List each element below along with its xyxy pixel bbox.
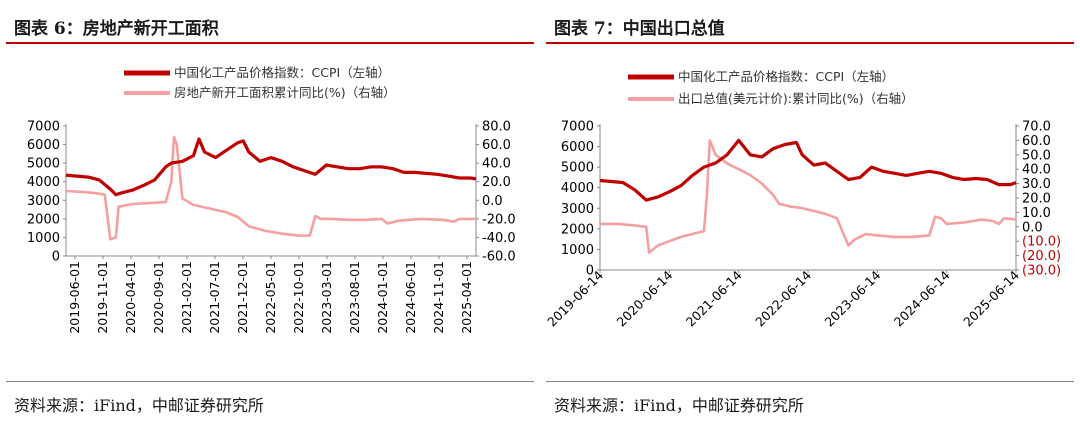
right-tick-label: 40.0 xyxy=(482,157,511,172)
left-tick-label: 5000 xyxy=(561,161,594,176)
source-note: 资料来源：iFind，中邮证券研究所 xyxy=(14,396,264,415)
left-tick-label: 1000 xyxy=(561,243,594,258)
source-note: 资料来源：iFind，中邮证券研究所 xyxy=(554,396,804,415)
left-tick-label: 7000 xyxy=(561,120,594,135)
x-tick-label: 2024-06-01 xyxy=(403,261,418,334)
right-tick-label: -20.0 xyxy=(482,212,516,227)
left-tick-label: 2000 xyxy=(561,222,594,237)
legend-label-1: 中国化工产品价格指数：CCPI（左轴） xyxy=(174,65,390,80)
right-tick-label: -60.0 xyxy=(482,250,516,265)
figure-title: 图表 7：中国出口总值 xyxy=(554,19,725,39)
right-tick-label: 10.0 xyxy=(1022,206,1051,221)
right-tick-label: 60.0 xyxy=(1022,134,1051,149)
left-tick-label: 4000 xyxy=(561,181,594,196)
x-tick-label: 2024-06-14 xyxy=(891,267,953,329)
right-tick-label: 80.0 xyxy=(482,120,511,135)
x-tick-label: 2019-11-01 xyxy=(95,261,110,334)
left-tick-label: 0 xyxy=(52,250,60,265)
x-tick-label: 2023-03-01 xyxy=(319,261,334,334)
x-tick-label: 2024-01-01 xyxy=(375,261,390,334)
right-tick-label: 20.0 xyxy=(1022,192,1051,207)
x-tick-label: 2020-09-01 xyxy=(151,261,166,334)
series-line-yoy xyxy=(65,135,476,241)
right-tick-label: 0.0 xyxy=(482,194,503,209)
left-tick-label: 1000 xyxy=(27,231,60,246)
legend-label-2: 出口总值(美元计价):累计同比(%)（右轴） xyxy=(678,91,914,106)
x-tick-label: 2023-08-01 xyxy=(347,261,362,334)
series-line-yoy xyxy=(600,139,1017,254)
left-tick-label: 7000 xyxy=(27,120,60,135)
x-tick-label: 2023-06-14 xyxy=(821,267,883,329)
right-tick-label: (20.0) xyxy=(1022,249,1061,264)
right-tick-label: 20.0 xyxy=(482,175,511,190)
right-tick-label: (30.0) xyxy=(1022,264,1061,279)
left-tick-label: 6000 xyxy=(27,138,60,153)
x-tick-label: 2020-04-01 xyxy=(123,261,138,334)
source-divider xyxy=(6,381,534,382)
x-tick-label: 2021-07-01 xyxy=(207,261,222,334)
right-tick-label: 0.0 xyxy=(1022,220,1043,235)
x-tick-label: 2019-06-14 xyxy=(544,267,606,329)
x-tick-label: 2020-06-14 xyxy=(613,267,675,329)
x-tick-label: 2025-06-14 xyxy=(960,267,1022,329)
left-tick-label: 3000 xyxy=(27,194,60,209)
x-tick-label: 2022-06-14 xyxy=(752,267,814,329)
left-tick-label: 3000 xyxy=(561,202,594,217)
series-line-ccpi xyxy=(599,138,1017,202)
right-tick-label: 40.0 xyxy=(1022,163,1051,178)
legend-label-2: 房地产新开工面积累计同比(%)（右轴） xyxy=(174,85,396,100)
right-tick-label: (10.0) xyxy=(1022,235,1061,250)
x-tick-label: 2021-06-14 xyxy=(683,267,745,329)
left-tick-label: 4000 xyxy=(27,175,60,190)
x-tick-label: 2021-02-01 xyxy=(179,261,194,334)
x-tick-label: 2024-11-01 xyxy=(431,261,446,334)
chart-panel-right: 图表 7：中国出口总值 中国化工产品价格指数：CCPI（左轴） 出口总值(美元计价… xyxy=(540,0,1080,423)
line-chart-housing-starts: 中国化工产品价格指数：CCPI（左轴） 房地产新开工面积累计同比(%)（右轴） 0 1… xyxy=(27,65,516,334)
line-chart-exports: 中国化工产品价格指数：CCPI（左轴） 出口总值(美元计价):累计同比(%)（右轴… xyxy=(544,69,1061,329)
x-tick-label: 2022-10-01 xyxy=(291,261,306,334)
chart-panel-left: 图表 6：房地产新开工面积 中国化工产品价格指数：CCPI（左轴） 房地产新开工面… xyxy=(6,19,534,415)
series-line-ccpi xyxy=(65,137,477,197)
title-divider xyxy=(6,42,534,44)
x-tick-label: 2021-12-01 xyxy=(235,261,250,334)
title-divider xyxy=(546,42,1074,44)
x-tick-label: 2022-05-01 xyxy=(263,261,278,334)
right-tick-label: 50.0 xyxy=(1022,148,1051,163)
right-tick-label: -40.0 xyxy=(482,231,516,246)
left-tick-label: 6000 xyxy=(561,140,594,155)
right-tick-label: 60.0 xyxy=(482,138,511,153)
legend-label-1: 中国化工产品价格指数：CCPI（左轴） xyxy=(678,69,894,84)
source-divider xyxy=(546,381,1074,382)
figure-title: 图表 6：房地产新开工面积 xyxy=(14,19,219,39)
left-tick-label: 0 xyxy=(586,264,594,279)
right-tick-label: 70.0 xyxy=(1022,120,1051,135)
right-tick-label: 30.0 xyxy=(1022,177,1051,192)
left-tick-label: 5000 xyxy=(27,157,60,172)
left-tick-label: 2000 xyxy=(27,212,60,227)
x-tick-label: 2019-06-01 xyxy=(67,261,82,334)
x-tick-label: 2025-04-01 xyxy=(459,261,474,334)
